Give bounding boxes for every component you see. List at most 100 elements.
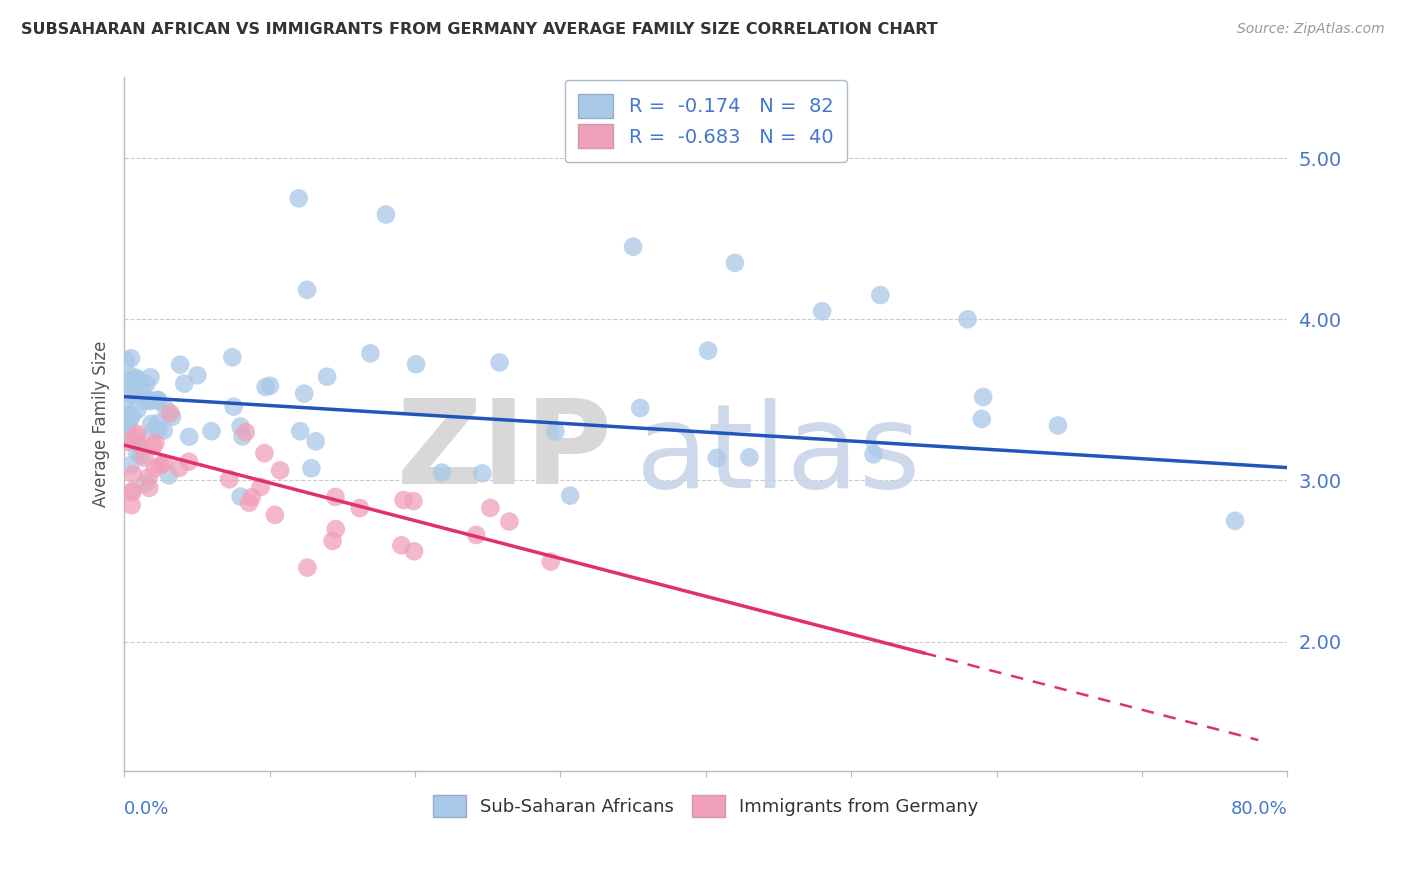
- Point: [392, 493, 415, 508]
- Point: [121, 387, 143, 401]
- Point: [544, 425, 567, 439]
- Text: ZIP: ZIP: [396, 394, 613, 509]
- Point: [269, 463, 291, 477]
- Point: [148, 423, 170, 437]
- Point: [153, 456, 176, 470]
- Point: [125, 371, 148, 385]
- Point: [297, 560, 319, 574]
- Point: [135, 376, 157, 391]
- Point: [222, 400, 245, 414]
- Point: [127, 427, 149, 442]
- Point: [134, 450, 156, 465]
- Point: [121, 369, 143, 384]
- Point: [1046, 418, 1069, 433]
- Point: [405, 357, 427, 371]
- Point: [288, 424, 311, 438]
- Point: [117, 417, 139, 431]
- Point: [724, 256, 747, 270]
- Point: [349, 501, 371, 516]
- Point: [152, 424, 174, 438]
- Point: [811, 304, 834, 318]
- Point: [235, 425, 257, 439]
- Point: [177, 455, 200, 469]
- Point: [121, 484, 143, 499]
- Point: [229, 419, 252, 434]
- Point: [295, 283, 318, 297]
- Point: [115, 422, 138, 436]
- Point: [142, 439, 165, 453]
- Point: [120, 458, 142, 473]
- Point: [157, 468, 180, 483]
- Point: [956, 312, 979, 326]
- Point: [254, 380, 277, 394]
- Point: [115, 434, 138, 449]
- Point: [540, 555, 562, 569]
- Point: [121, 485, 143, 500]
- Point: [402, 494, 425, 508]
- Point: [120, 431, 142, 445]
- Point: [138, 393, 160, 408]
- Point: [159, 406, 181, 420]
- Point: [231, 429, 253, 443]
- Point: [160, 409, 183, 424]
- Point: [173, 376, 195, 391]
- Point: [124, 434, 146, 449]
- Point: [200, 424, 222, 438]
- Point: [122, 384, 145, 398]
- Point: [218, 472, 240, 486]
- Point: [621, 240, 644, 254]
- Point: [316, 369, 339, 384]
- Y-axis label: Average Family Size: Average Family Size: [93, 341, 110, 508]
- Point: [138, 481, 160, 495]
- Point: [118, 412, 141, 426]
- Point: [471, 467, 494, 481]
- Point: [138, 470, 160, 484]
- Point: [121, 409, 143, 423]
- Point: [221, 351, 243, 365]
- Point: [465, 528, 488, 542]
- Point: [389, 538, 412, 552]
- Point: [146, 392, 169, 407]
- Point: [121, 373, 143, 387]
- Point: [146, 417, 169, 431]
- Point: [179, 430, 201, 444]
- Text: Source: ZipAtlas.com: Source: ZipAtlas.com: [1237, 22, 1385, 37]
- Point: [325, 522, 347, 536]
- Point: [628, 401, 651, 415]
- Point: [122, 467, 145, 482]
- Point: [155, 402, 177, 417]
- Point: [305, 434, 328, 449]
- Point: [498, 515, 520, 529]
- Point: [125, 445, 148, 459]
- Point: [143, 461, 166, 475]
- Point: [121, 498, 143, 512]
- Point: [128, 436, 150, 450]
- Point: [263, 508, 285, 522]
- Point: [146, 393, 169, 408]
- Point: [115, 407, 138, 421]
- Point: [124, 429, 146, 443]
- Point: [139, 370, 162, 384]
- Point: [374, 207, 396, 221]
- Point: [862, 447, 884, 461]
- Point: [869, 288, 891, 302]
- Point: [114, 394, 136, 409]
- Point: [738, 450, 761, 465]
- Point: [238, 496, 260, 510]
- Point: [186, 368, 208, 383]
- Legend: Sub-Saharan Africans, Immigrants from Germany: Sub-Saharan Africans, Immigrants from Ge…: [426, 788, 986, 824]
- Point: [479, 500, 502, 515]
- Point: [115, 428, 138, 442]
- Point: [292, 386, 315, 401]
- Point: [148, 392, 170, 407]
- Point: [287, 191, 309, 205]
- Point: [167, 461, 190, 475]
- Point: [120, 351, 142, 366]
- Point: [142, 425, 165, 439]
- Point: [129, 379, 152, 393]
- Point: [970, 412, 993, 426]
- Point: [560, 489, 582, 503]
- Point: [299, 461, 322, 475]
- Text: SUBSAHARAN AFRICAN VS IMMIGRANTS FROM GERMANY AVERAGE FAMILY SIZE CORRELATION CH: SUBSAHARAN AFRICAN VS IMMIGRANTS FROM GE…: [21, 22, 938, 37]
- Point: [706, 450, 728, 465]
